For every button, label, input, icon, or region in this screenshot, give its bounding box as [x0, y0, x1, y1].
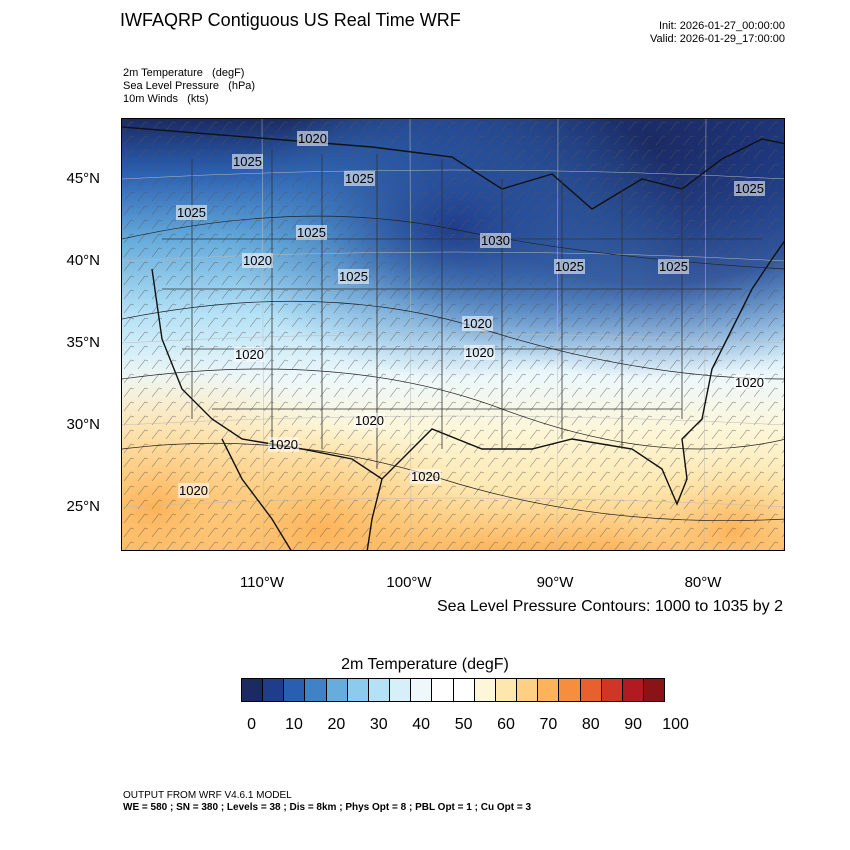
pressure-label: 1020 [410, 469, 441, 484]
colorbar-tick-label: 40 [412, 716, 431, 733]
colorbar-tick-label: 70 [539, 716, 558, 733]
lat-label: 35°N [66, 334, 100, 351]
pressure-label: 1020 [178, 483, 209, 498]
colorbar-swatch [347, 679, 369, 701]
colorbar-swatch [411, 679, 433, 701]
pressure-label: 1030 [480, 233, 511, 248]
pressure-label: 1025 [176, 205, 207, 220]
model-version: OUTPUT FROM WRF V4.6.1 MODEL [123, 790, 292, 801]
lon-label: 80°W [684, 574, 722, 591]
model-footer: OUTPUT FROM WRF V4.6.1 MODEL WE = 580 ; … [123, 790, 531, 814]
lat-label: 40°N [66, 252, 100, 269]
pressure-label: 1020 [462, 316, 493, 331]
lon-label: 110°W [239, 574, 285, 591]
colorbar-swatch [326, 679, 348, 701]
colorbar-tick-label: 80 [581, 716, 600, 733]
colorbar-swatch [432, 679, 454, 701]
plot-title: IWFAQRP Contiguous US Real Time WRF [120, 10, 461, 30]
colorbar-swatch [559, 679, 581, 701]
colorbar-swatch [284, 679, 306, 701]
colorbar-swatch [517, 679, 539, 701]
colorbar-tick-label: 0 [247, 716, 257, 733]
colorbar-swatch [242, 679, 264, 701]
map-canvas [122, 119, 784, 550]
pressure-label: 1025 [232, 154, 263, 169]
colorbar-tick-label: 20 [327, 716, 346, 733]
colorbar-swatch [643, 679, 665, 701]
colorbar-swatch [622, 679, 644, 701]
lat-label: 45°N [66, 170, 100, 187]
pressure-label: 1020 [464, 345, 495, 360]
colorbar-swatch [538, 679, 560, 701]
pressure-label: 1025 [554, 259, 585, 274]
field-winds: 10m Winds (kts) [123, 93, 209, 105]
init-time: Init: 2026-01-27_00:00:00 [659, 20, 785, 32]
lon-label: 100°W [386, 574, 432, 591]
colorbar-title: 2m Temperature (degF) [341, 656, 509, 673]
field-list: 2m Temperature (degF) Sea Level Pressure… [123, 67, 255, 106]
colorbar-swatch [305, 679, 327, 701]
lat-label: 25°N [66, 498, 100, 515]
lon-label: 90°W [536, 574, 574, 591]
colorbar-swatch [453, 679, 475, 701]
colorbar-tick-label: 10 [285, 716, 303, 733]
pressure-label: 1020 [297, 131, 328, 146]
pressure-label: 1025 [296, 225, 327, 240]
pressure-label: 1025 [658, 259, 689, 274]
valid-time: Valid: 2026-01-29_17:00:00 [650, 33, 785, 45]
pressure-label: 1020 [234, 347, 265, 362]
pressure-label: 1020 [268, 437, 299, 452]
colorbar-tick-label: 30 [369, 716, 388, 733]
lat-lon-grid [122, 119, 784, 550]
pressure-label: 1025 [734, 181, 765, 196]
colorbar-tick-label: 60 [497, 716, 515, 733]
colorbar-swatch [474, 679, 496, 701]
colorbar-swatch [368, 679, 391, 701]
colorbar-swatch [495, 679, 518, 701]
wind-barbs [122, 119, 784, 550]
weather-map: 1020 1025 1025 1025 1025 1020 1025 1030 … [121, 118, 785, 551]
pressure-label: 1020 [354, 413, 385, 428]
colorbar-swatch [601, 679, 623, 701]
model-config: WE = 580 ; SN = 380 ; Levels = 38 ; Dis … [123, 802, 532, 813]
colorbar-swatch [263, 679, 285, 701]
colorbar-tick-label: 50 [454, 716, 473, 733]
pressure-label: 1025 [338, 269, 369, 284]
pressure-label: 1020 [734, 375, 765, 390]
lat-label: 30°N [66, 416, 100, 433]
pressure-label: 1020 [242, 253, 273, 268]
colorbar [241, 678, 665, 702]
colorbar-tick-label: 100 [662, 716, 689, 733]
run-times: Init: 2026-01-27_00:00:00 Valid: 2026-01… [650, 20, 785, 46]
contour-note: Sea Level Pressure Contours: 1000 to 103… [437, 598, 783, 615]
pressure-label: 1025 [344, 171, 375, 186]
field-temperature: 2m Temperature (degF) [123, 67, 245, 79]
colorbar-tick-label: 90 [624, 716, 643, 733]
field-pressure: Sea Level Pressure (hPa) [123, 80, 256, 92]
colorbar-swatch [390, 679, 412, 701]
colorbar-swatch [580, 679, 602, 701]
